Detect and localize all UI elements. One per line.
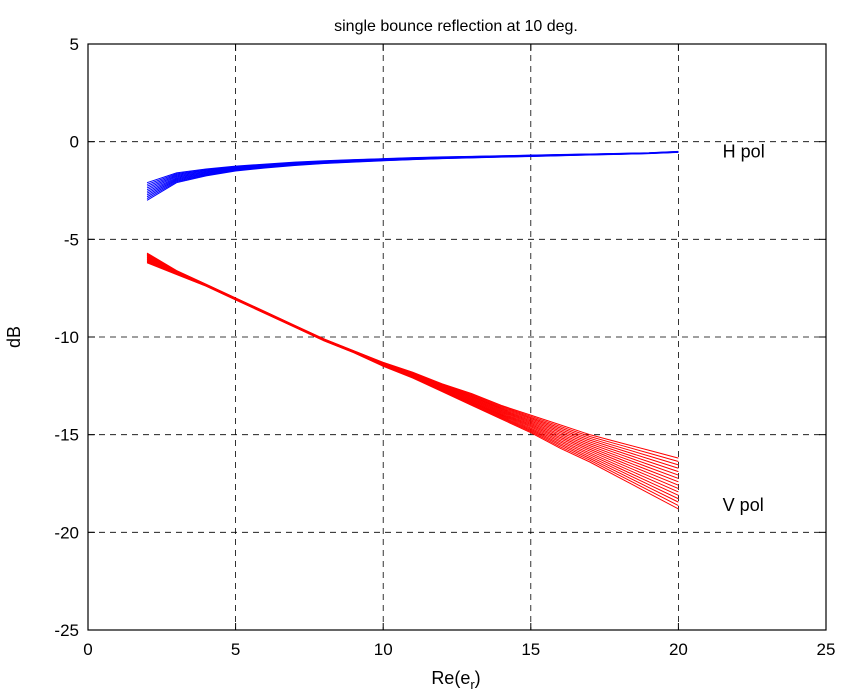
x-axis-label-sub: r (470, 677, 475, 692)
series-line (146, 151, 679, 201)
x-axis-label-base: Re(e (431, 668, 470, 688)
tick-labels: 0 5 10 15 20 25 5 0 -5 -10 -15 -20 -25 (54, 35, 835, 659)
x-axis-label-close: ) (475, 668, 481, 688)
y-axis-label: dB (4, 326, 24, 348)
annotations: H pol V pol (723, 141, 765, 515)
y-tick-label: -5 (64, 230, 79, 249)
v-pol-label: V pol (723, 495, 764, 515)
x-tick-label: 10 (374, 640, 393, 659)
x-tick-label: 5 (231, 640, 240, 659)
x-tick-label: 25 (817, 640, 836, 659)
x-axis-label: Re(er) (431, 668, 480, 692)
y-tick-label: -10 (54, 328, 79, 347)
y-tick-label: 0 (70, 133, 79, 152)
axis-ticks (87, 43, 827, 631)
h-pol-label: H pol (723, 141, 765, 161)
curves (146, 150, 679, 510)
y-tick-label: -20 (54, 523, 79, 542)
x-tick-label: 15 (521, 640, 540, 659)
v-pol-curves (146, 252, 679, 510)
h-pol-curves (146, 150, 679, 201)
grid-lines (88, 44, 826, 630)
series-line (146, 262, 679, 510)
y-tick-label: 5 (70, 35, 79, 54)
x-tick-label: 0 (83, 640, 92, 659)
chart-title: single bounce reflection at 10 deg. (334, 18, 578, 35)
y-tick-label: -25 (54, 621, 79, 640)
x-tick-label: 20 (669, 640, 688, 659)
y-tick-label: -15 (54, 426, 79, 445)
